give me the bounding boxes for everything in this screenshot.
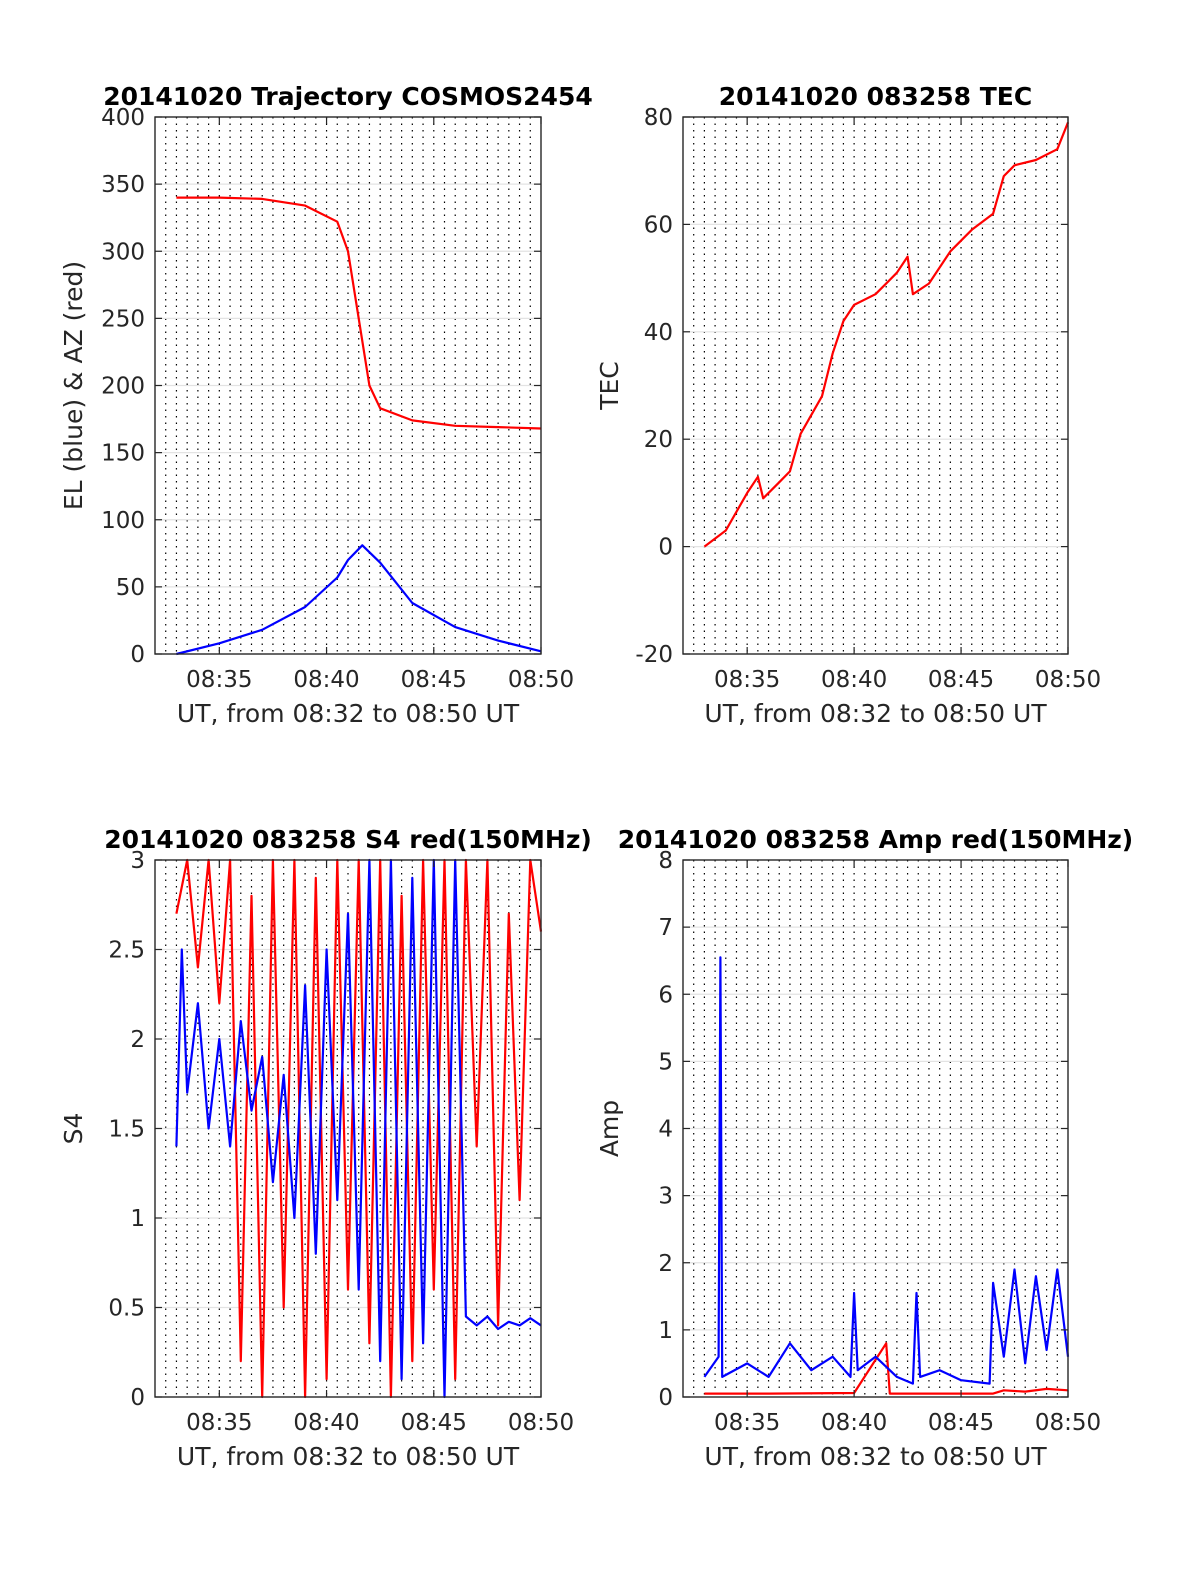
x-tick-label: 08:50: [508, 1410, 574, 1436]
x-tick-label: 08:40: [293, 1410, 359, 1436]
chart-panel-2: 0 0.5 1 1.5 2 2.5 3 08:35 08:40 08:45 08:50 UT, fro…: [59, 825, 592, 1471]
y-tick-label: 0: [130, 1385, 145, 1411]
chart-title: 20141020 083258 Amp red(150MHz): [618, 825, 1134, 854]
x-tick-label: 08:50: [508, 667, 574, 693]
x-tick-label: 08:35: [714, 667, 780, 693]
series-line-0: [703, 121, 1070, 548]
y-tick-label: 350: [101, 172, 145, 198]
y-axis-label: S4: [59, 1113, 88, 1145]
y-tick-label: 4: [658, 1117, 673, 1143]
y-tick-label: 1: [658, 1318, 673, 1344]
series-line-0: [704, 1342, 1069, 1395]
y-tick-label: 200: [101, 374, 145, 400]
chart-panel-1: -20 0 20 40 60 80 08:35 08:40 08:45 08:50 UT, from…: [595, 82, 1101, 728]
y-tick-label: 0: [130, 642, 145, 668]
y-axis-label: TEC: [595, 361, 624, 411]
y-tick-label: 2: [130, 1027, 145, 1053]
x-tick-label: 08:45: [928, 1410, 994, 1436]
chart-panel-3: 0 1 2 3 4 5 6 7 8 08:35 08:40 08:45 08:50 UT, from 08…: [595, 825, 1133, 1471]
x-axis-label: UT, from 08:32 to 08:50 UT: [704, 1442, 1047, 1471]
x-tick-label: 08:45: [401, 667, 467, 693]
x-axis-label: UT, from 08:32 to 08:50 UT: [177, 699, 520, 728]
y-tick-label: 0: [658, 1385, 673, 1411]
y-tick-label: 2.5: [108, 938, 145, 964]
y-tick-label: -20: [635, 642, 673, 668]
y-axis-label: EL (blue) & AZ (red): [59, 261, 88, 510]
y-tick-label: 0: [658, 535, 673, 561]
y-tick-label: 300: [101, 239, 145, 265]
y-tick-label: 250: [101, 306, 145, 332]
y-tick-label: 6: [658, 982, 673, 1008]
y-tick-label: 80: [644, 105, 673, 131]
y-tick-label: 3: [658, 1184, 673, 1210]
chart-title: 20141020 083258 TEC: [719, 82, 1032, 111]
y-tick-label: 1: [130, 1206, 145, 1232]
y-tick-label: 150: [101, 441, 145, 467]
y-tick-label: 60: [644, 212, 673, 238]
y-tick-label: 100: [101, 508, 145, 534]
y-tick-label: 400: [101, 105, 145, 131]
y-tick-label: 50: [116, 575, 145, 601]
chart-title: 20141020 Trajectory COSMOS2454: [103, 82, 593, 111]
x-tick-label: 08:50: [1035, 667, 1101, 693]
y-tick-label: 40: [644, 320, 673, 346]
y-tick-label: 8: [658, 848, 673, 874]
axes-box: [682, 116, 1069, 655]
x-tick-label: 08:40: [293, 667, 359, 693]
x-tick-label: 08:50: [1035, 1410, 1101, 1436]
series-line-1: [175, 858, 542, 1399]
x-axis-label: UT, from 08:32 to 08:50 UT: [704, 699, 1047, 728]
x-tick-label: 08:35: [186, 1410, 252, 1436]
x-tick-label: 08:35: [714, 1410, 780, 1436]
x-axis-label: UT, from 08:32 to 08:50 UT: [177, 1442, 520, 1471]
y-tick-label: 0.5: [108, 1296, 145, 1322]
x-tick-label: 08:45: [401, 1410, 467, 1436]
chart-panel-0: 0 50 100 150 200 250 300 350 400 08:35 08:40 08:45 0…: [59, 82, 593, 728]
x-tick-label: 08:45: [928, 667, 994, 693]
y-tick-label: 7: [658, 915, 673, 941]
x-tick-label: 08:35: [186, 667, 252, 693]
y-axis-label: Amp: [595, 1100, 624, 1157]
series-line-1: [176, 544, 542, 656]
chart-title: 20141020 083258 S4 red(150MHz): [104, 825, 592, 854]
series-line-1: [703, 956, 1070, 1385]
y-tick-label: 3: [130, 848, 145, 874]
y-tick-label: 2: [658, 1251, 673, 1277]
y-tick-label: 1.5: [108, 1117, 145, 1143]
series-line-0: [176, 196, 542, 430]
y-tick-label: 20: [644, 427, 673, 453]
x-tick-label: 08:40: [821, 667, 887, 693]
y-tick-label: 5: [658, 1049, 673, 1075]
x-tick-label: 08:40: [821, 1410, 887, 1436]
